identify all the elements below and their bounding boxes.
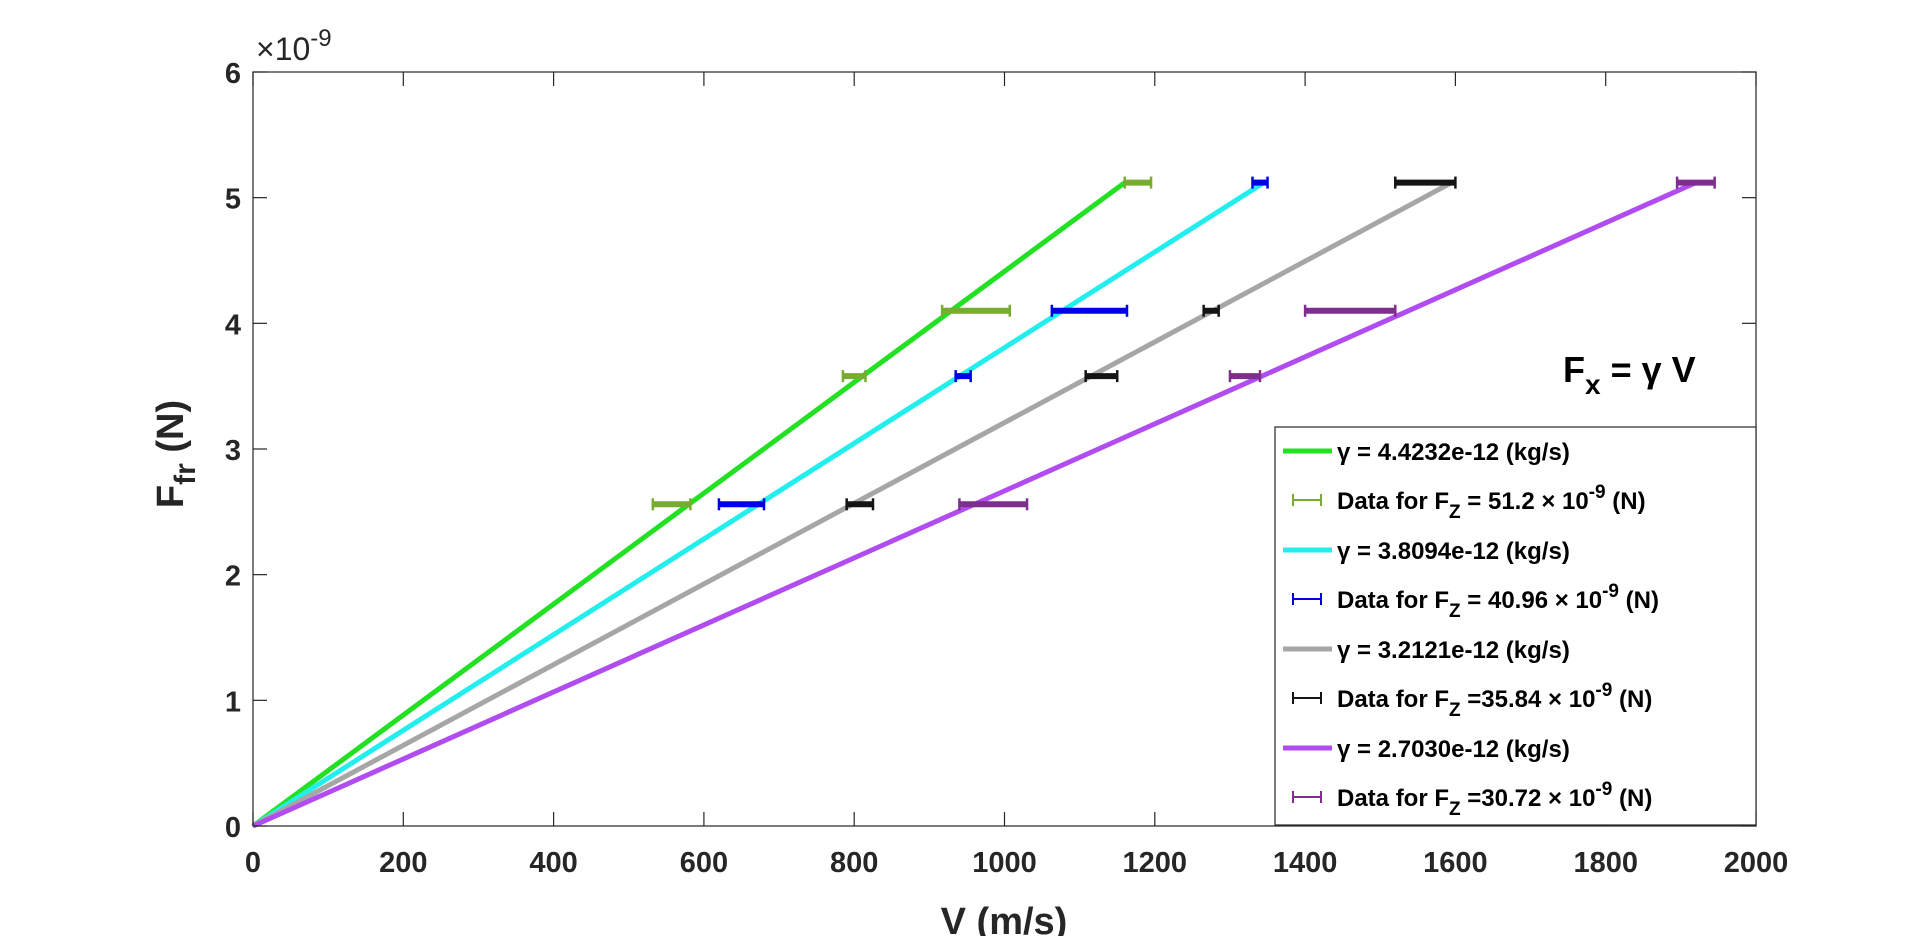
y-axis-label-unit: (N): [150, 400, 192, 463]
x-tick-label: 2000: [1724, 847, 1789, 879]
legend-data-label-post: (N): [1619, 587, 1659, 614]
error-bar: [1202, 304, 1220, 317]
y-axis-label: Ffr (N): [150, 400, 202, 508]
legend-data-swatch: [1292, 593, 1322, 605]
error-bar: [841, 370, 867, 383]
y-tick-label: 5: [225, 184, 241, 216]
legend-data-label-mid: = 40.96 × 10: [1461, 587, 1602, 614]
legend-data-label-sub: Z: [1449, 601, 1461, 622]
y-multiplier-base: ×10: [256, 31, 310, 67]
legend-data-label-pre: Data for F: [1337, 686, 1449, 713]
x-tick-label: 1400: [1273, 847, 1338, 879]
y-axis-multiplier: ×10-9: [256, 25, 332, 67]
error-bar: [1123, 176, 1153, 189]
legend-fit-label: γ = 2.7030e-12 (kg/s): [1337, 736, 1570, 763]
y-axis-label-subscript: fr: [169, 463, 202, 485]
legend-data-label-post: (N): [1606, 488, 1646, 515]
error-bar: [1228, 370, 1262, 383]
legend-data-label: Data for FZ = 51.2 × 10-9 (N): [1337, 482, 1646, 523]
y-tick-label: 0: [225, 812, 241, 844]
legend-data-label-sub: Z: [1449, 700, 1461, 721]
error-bar: [1394, 176, 1457, 189]
error-bar: [1675, 176, 1716, 189]
y-tick-label: 6: [225, 58, 241, 90]
legend-data-label-pre: Data for F: [1337, 785, 1449, 812]
x-tick-label: 1800: [1573, 847, 1638, 879]
x-tick-labels: 0 200 400 600 800 1000 1200 1400 1600 1800 2000: [245, 847, 1788, 879]
x-tick-label: 1600: [1423, 847, 1488, 879]
error-bar: [1084, 370, 1119, 383]
y-tick-label: 2: [225, 561, 241, 593]
legend-data-label: Data for FZ =35.84 × 10-9 (N): [1337, 680, 1652, 721]
legend-data-label-mid: = 51.2 × 10: [1461, 488, 1589, 515]
x-tick-label: 1200: [1123, 847, 1188, 879]
legend-box: [1274, 426, 1757, 826]
error-bar: [1050, 304, 1129, 317]
error-bar: [954, 370, 972, 383]
x-axis-label: V (m/s): [941, 901, 1068, 936]
legend-data-label-sup: -9: [1602, 581, 1619, 602]
legend-data-label-mid: =30.72 × 10: [1461, 785, 1596, 812]
error-bars: [651, 176, 1716, 511]
error-bar: [940, 304, 1012, 317]
x-tick-label: 1000: [972, 847, 1037, 879]
legend-data-label-sup: -9: [1595, 779, 1612, 800]
annotation-main: F: [1563, 349, 1585, 390]
x-tick-label: 800: [830, 847, 878, 879]
x-tick-label: 0: [245, 847, 261, 879]
legend-data-swatch: [1292, 692, 1322, 704]
y-tick-label: 4: [225, 309, 241, 341]
legend-data-label-mid: =35.84 × 10: [1461, 686, 1596, 713]
error-bar: [845, 498, 875, 511]
y-tick-labels: 0 1 2 3 4 5 6: [225, 58, 241, 844]
legend-data-swatch: [1292, 494, 1322, 506]
y-multiplier-exponent: -9: [310, 25, 331, 52]
legend-data-label-sub: Z: [1449, 502, 1461, 523]
legend-data-label-pre: Data for F: [1337, 587, 1449, 614]
y-axis-label-main: F: [150, 485, 192, 508]
legend-data-label-post: (N): [1612, 686, 1652, 713]
legend: γ = 4.4232e-12 (kg/s)Data for FZ = 51.2 …: [1274, 426, 1757, 826]
error-bar: [717, 498, 766, 511]
legend-data-label-pre: Data for F: [1337, 488, 1449, 515]
error-bar: [958, 498, 1029, 511]
error-bar: [1251, 176, 1269, 189]
legend-data-label: Data for FZ =30.72 × 10-9 (N): [1337, 779, 1652, 820]
annotation-subscript: x: [1585, 369, 1601, 400]
legend-data-label-sup: -9: [1595, 680, 1612, 701]
legend-data-swatch: [1292, 791, 1322, 803]
x-tick-label: 200: [379, 847, 427, 879]
y-tick-label: 1: [225, 686, 241, 718]
annotation-rest: = γ V: [1601, 349, 1696, 390]
legend-data-label-sub: Z: [1449, 799, 1461, 820]
error-bar: [651, 498, 692, 511]
x-tick-label: 400: [529, 847, 577, 879]
legend-fit-label: γ = 3.2121e-12 (kg/s): [1337, 637, 1570, 664]
legend-fit-label: γ = 4.4232e-12 (kg/s): [1337, 439, 1570, 466]
formula-annotation: Fx = γ V: [1563, 349, 1696, 400]
legend-data-label: Data for FZ = 40.96 × 10-9 (N): [1337, 581, 1659, 622]
x-tick-label: 600: [680, 847, 728, 879]
legend-data-label-post: (N): [1612, 785, 1652, 812]
legend-data-label-sup: -9: [1589, 482, 1606, 503]
legend-entries: γ = 4.4232e-12 (kg/s)Data for FZ = 51.2 …: [1283, 439, 1659, 820]
y-tick-label: 3: [225, 435, 241, 467]
legend-fit-label: γ = 3.8094e-12 (kg/s): [1337, 538, 1570, 565]
error-bar: [1303, 304, 1397, 317]
